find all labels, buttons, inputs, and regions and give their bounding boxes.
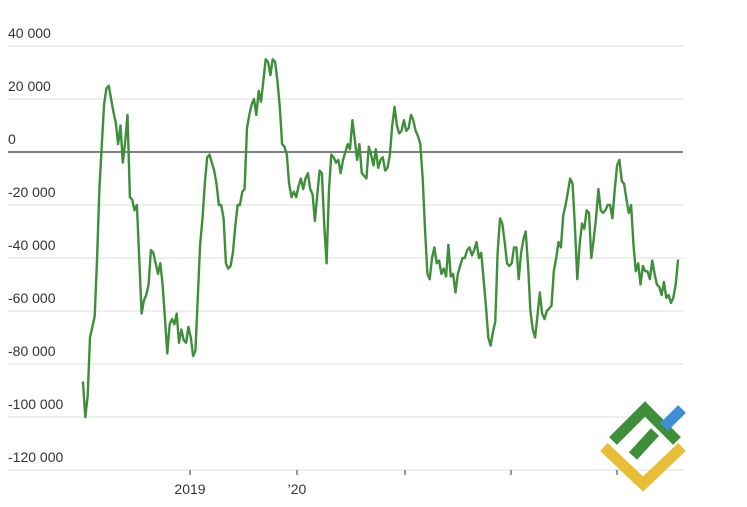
y-tick-label: 20 000 xyxy=(8,78,51,94)
logo xyxy=(600,401,686,492)
x-axis: 2019 ’20 xyxy=(174,470,618,497)
y-axis-tick-labels: 40 000 20 000 0 -20 000 -40 000 -60 000 -80 00… xyxy=(8,25,63,465)
series xyxy=(81,58,680,419)
series-line xyxy=(81,58,680,419)
y-tick-label: -100 000 xyxy=(8,396,63,412)
logo-green-chevron xyxy=(609,401,681,445)
y-tick-label: -60 000 xyxy=(8,290,56,306)
x-tick-label: 2019 xyxy=(174,481,205,497)
y-tick-label: 0 xyxy=(8,131,16,147)
y-tick-label: -120 000 xyxy=(8,449,63,465)
grid-lines xyxy=(8,45,683,471)
y-tick-label: 40 000 xyxy=(8,25,51,41)
x-tick-label: ’20 xyxy=(288,481,307,497)
y-tick-label: -40 000 xyxy=(8,237,56,253)
y-tick-label: -80 000 xyxy=(8,343,56,359)
logo-blue-bar xyxy=(660,405,686,431)
logo-green-bar xyxy=(628,428,660,460)
y-tick-label: -20 000 xyxy=(8,184,56,200)
logo-yellow-chevron xyxy=(600,443,686,492)
